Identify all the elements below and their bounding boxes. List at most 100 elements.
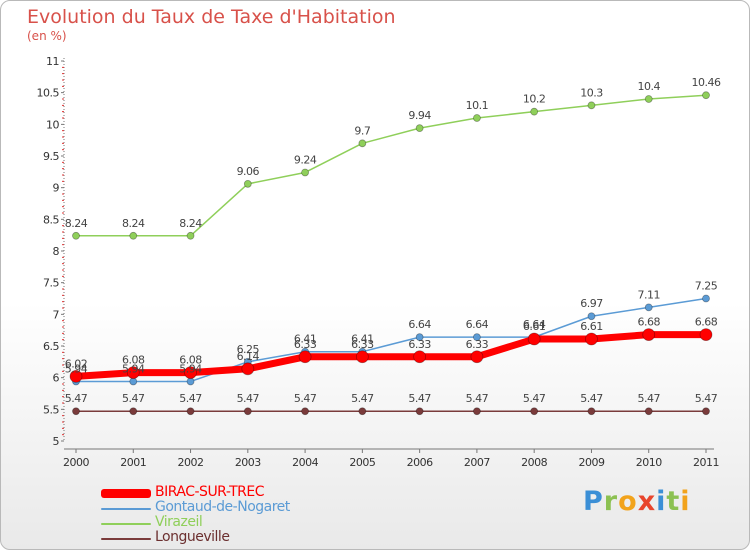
logo-letter: i — [680, 486, 691, 517]
data-point-virazeil — [186, 231, 195, 240]
data-label-birac-sur-trec: 6.33 — [351, 338, 374, 351]
x-tick-label: 2005 — [349, 456, 375, 469]
data-point-birac-sur-trec — [699, 328, 713, 342]
data-point-virazeil — [72, 231, 80, 240]
series-line-virazeil — [76, 94, 707, 237]
data-point-gontaud-de-nogaret — [473, 333, 481, 342]
legend-swatch — [101, 538, 151, 540]
data-point-birac-sur-trec — [585, 332, 598, 346]
data-label-gontaud-de-nogaret: 5.94 — [179, 362, 202, 375]
data-point-gontaud-de-nogaret — [644, 303, 653, 312]
data-point-birac-sur-trec — [355, 350, 369, 364]
y-tick-label: 7.5 — [43, 277, 59, 290]
data-point-longueville — [415, 407, 424, 416]
logo-letter: P — [583, 486, 604, 517]
y-tick-label: 9.5 — [43, 150, 59, 163]
x-tick-label: 2007 — [464, 456, 490, 469]
y-tick-label: 10 — [46, 118, 59, 131]
x-tick-label: 2000 — [63, 456, 89, 469]
logo-letter: x — [637, 486, 657, 517]
data-label-longueville: 5.47 — [179, 392, 202, 405]
data-point-virazeil — [473, 114, 481, 122]
y-tick-label: 5 — [53, 435, 60, 448]
y-tick-label: 7 — [53, 308, 60, 321]
legend-swatch — [101, 508, 151, 510]
series-line-birac-sur-trec — [75, 331, 706, 380]
data-label-birac-sur-trec: 6.61 — [580, 320, 603, 333]
data-point-longueville — [358, 407, 367, 416]
series-line-gontaud-de-nogaret — [76, 297, 707, 383]
data-point-virazeil — [301, 168, 309, 177]
data-point-birac-sur-trec — [184, 366, 197, 380]
data-label-longueville: 5.47 — [351, 392, 374, 405]
data-point-gontaud-de-nogaret — [186, 377, 195, 386]
data-label-gontaud-de-nogaret: 5.94 — [122, 362, 145, 375]
x-tick-label: 2002 — [178, 456, 204, 469]
x-tick-label: 2008 — [521, 456, 547, 469]
data-point-gontaud-de-nogaret — [702, 294, 710, 303]
data-point-longueville — [301, 407, 309, 416]
data-point-longueville — [702, 407, 710, 416]
logo-letter: t — [666, 486, 681, 517]
data-label-longueville: 5.47 — [466, 392, 489, 405]
data-point-birac-sur-trec — [126, 366, 140, 380]
data-label-birac-sur-trec: 6.33 — [408, 338, 431, 351]
data-point-virazeil — [415, 124, 424, 133]
logo-letter: r — [603, 486, 619, 517]
data-point-longueville — [473, 407, 481, 416]
legend-label: Virazeil — [155, 514, 203, 530]
y-tick-label: 11 — [46, 55, 59, 68]
data-point-longueville — [186, 407, 195, 416]
data-point-virazeil — [358, 139, 367, 148]
data-point-virazeil — [644, 95, 653, 103]
legend-swatch — [101, 523, 151, 525]
data-label-virazeil: 8.24 — [122, 217, 145, 230]
data-label-longueville: 5.47 — [637, 392, 660, 405]
data-label-virazeil: 9.7 — [354, 124, 370, 137]
data-label-virazeil: 9.06 — [237, 165, 260, 178]
data-point-birac-sur-trec — [527, 332, 541, 346]
data-label-gontaud-de-nogaret: 6.41 — [351, 333, 374, 346]
data-point-virazeil — [243, 179, 252, 188]
data-label-virazeil: 10.4 — [637, 80, 660, 93]
legend-swatch — [101, 489, 151, 498]
data-label-longueville: 5.47 — [294, 392, 317, 405]
data-label-gontaud-de-nogaret: 6.64 — [408, 318, 431, 331]
data-label-birac-sur-trec: 6.68 — [637, 316, 660, 329]
data-label-gontaud-de-nogaret: 5.94 — [65, 362, 88, 375]
data-label-gontaud-de-nogaret: 7.11 — [637, 288, 660, 301]
data-point-gontaud-de-nogaret — [587, 312, 596, 321]
data-label-birac-sur-trec: 6.02 — [65, 357, 88, 370]
x-tick-label: 2010 — [636, 456, 662, 469]
data-point-birac-sur-trec — [470, 350, 484, 364]
data-point-birac-sur-trec — [298, 350, 312, 364]
data-point-gontaud-de-nogaret — [415, 333, 424, 342]
data-label-birac-sur-trec: 6.14 — [237, 350, 260, 363]
data-point-longueville — [129, 407, 138, 416]
data-label-virazeil: 9.24 — [294, 153, 317, 166]
data-label-virazeil: 10.3 — [580, 86, 603, 99]
data-label-virazeil: 10.2 — [523, 93, 546, 106]
x-tick-label: 2003 — [235, 456, 261, 469]
logo-letter: o — [618, 486, 638, 517]
data-label-birac-sur-trec: 6.61 — [523, 320, 546, 333]
y-tick-label: 8 — [53, 245, 60, 258]
legend-label: Gontaud-de-Nogaret — [155, 499, 290, 515]
data-point-virazeil — [587, 101, 596, 110]
data-label-longueville: 5.47 — [65, 392, 88, 405]
x-tick-label: 2001 — [120, 456, 146, 469]
proxiti-logo: Proxiti — [583, 486, 691, 517]
data-label-gontaud-de-nogaret: 6.64 — [523, 318, 546, 331]
data-label-virazeil: 10.1 — [466, 99, 489, 112]
data-label-virazeil: 8.24 — [179, 217, 202, 230]
data-point-birac-sur-trec — [413, 350, 427, 364]
data-label-gontaud-de-nogaret: 6.97 — [580, 297, 603, 310]
data-label-gontaud-de-nogaret: 6.25 — [237, 343, 260, 356]
data-point-longueville — [587, 407, 596, 416]
data-label-birac-sur-trec: 6.68 — [695, 316, 718, 329]
x-tick-label: 2006 — [407, 456, 433, 469]
data-label-longueville: 5.47 — [122, 392, 145, 405]
y-tick-label: 6.5 — [43, 340, 59, 353]
data-label-gontaud-de-nogaret: 6.41 — [294, 333, 317, 346]
